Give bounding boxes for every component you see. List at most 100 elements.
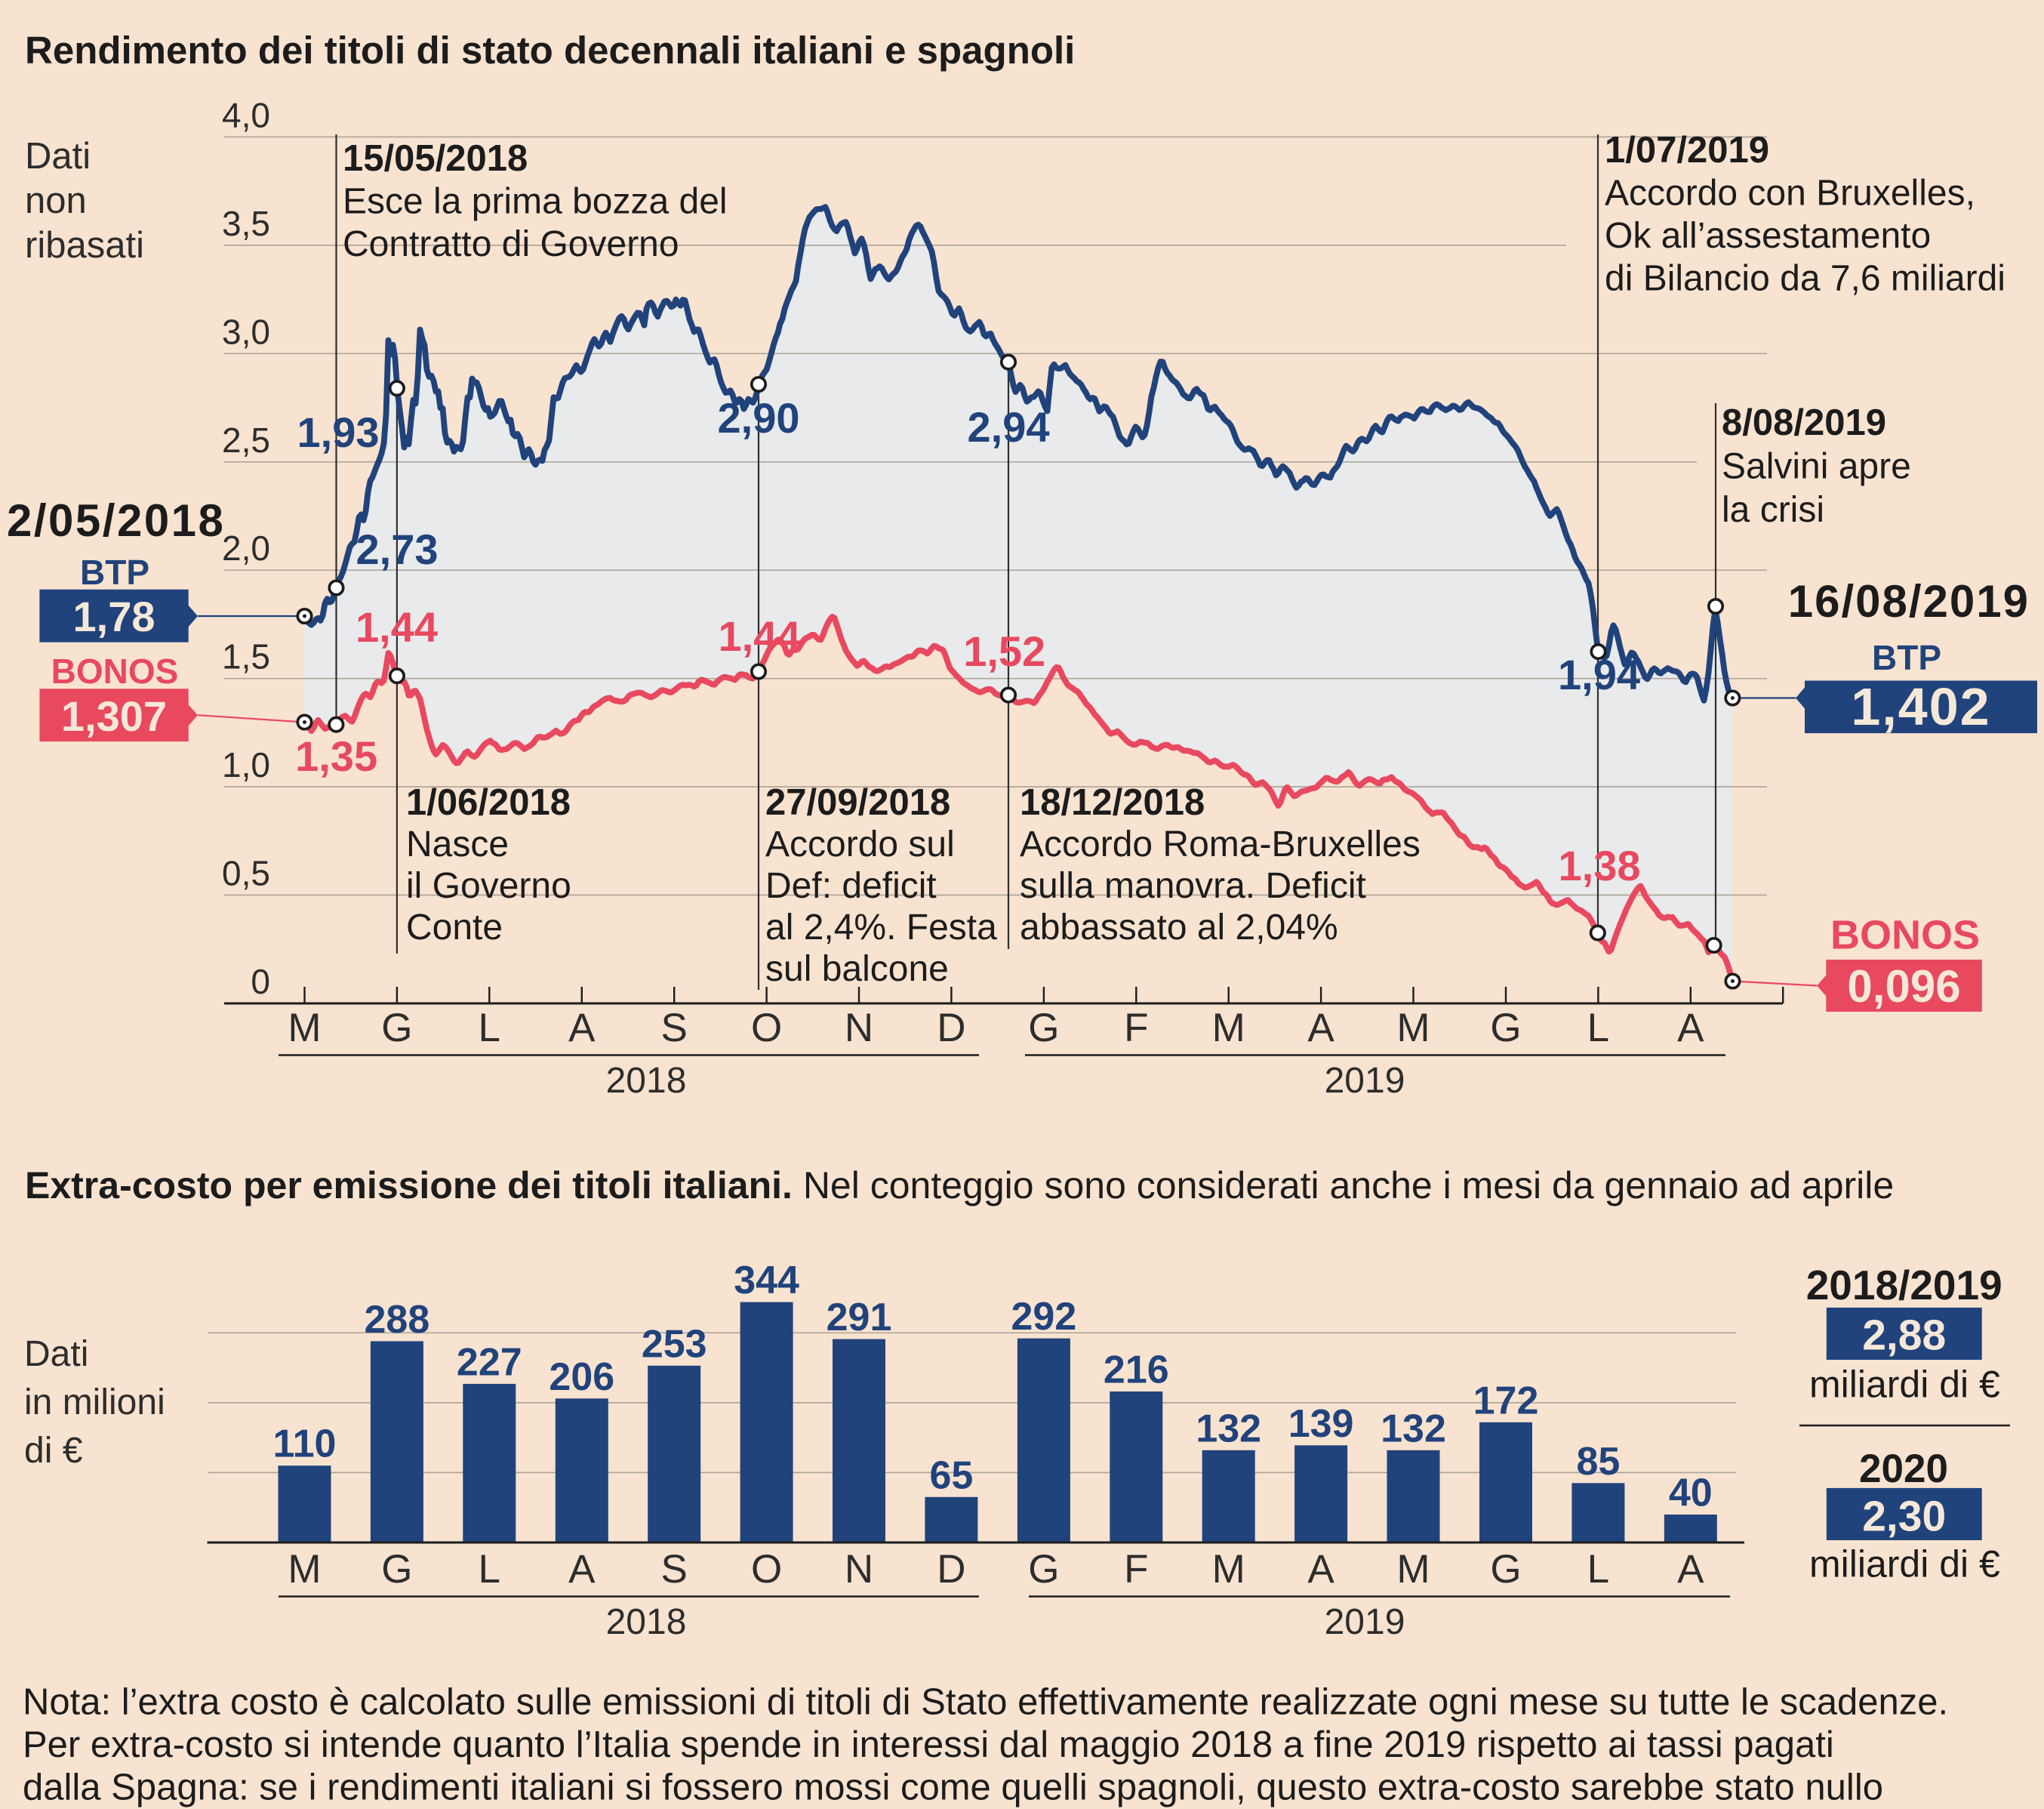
svg-text:288: 288 [365,1298,430,1342]
svg-text:1,93: 1,93 [297,408,380,456]
svg-text:O: O [751,1006,782,1050]
svg-text:1,52: 1,52 [963,627,1045,675]
svg-text:2,88: 2,88 [1862,1311,1946,1360]
svg-text:A: A [1677,1547,1704,1592]
svg-text:A: A [1307,1006,1334,1050]
svg-text:292: 292 [1011,1295,1077,1339]
svg-text:M: M [1396,1547,1430,1592]
svg-text:2018/2019: 2018/2019 [1806,1262,2002,1308]
svg-text:Conte: Conte [406,908,503,948]
svg-text:L: L [1587,1006,1609,1050]
svg-text:172: 172 [1473,1379,1539,1422]
svg-text:85: 85 [1576,1440,1620,1484]
svg-text:40: 40 [1669,1472,1713,1515]
svg-text:D: D [937,1547,965,1592]
svg-text:Nasce: Nasce [406,824,509,864]
svg-text:F: F [1124,1006,1148,1050]
svg-text:2,30: 2,30 [1862,1493,1946,1541]
svg-text:di €: di € [24,1431,83,1471]
svg-text:A: A [1307,1547,1334,1592]
svg-text:L: L [479,1006,500,1050]
svg-text:16/08/2019: 16/08/2019 [1788,576,2030,627]
svg-text:N: N [845,1006,873,1050]
svg-text:2,0: 2,0 [222,529,270,568]
svg-text:N: N [845,1547,873,1592]
svg-text:G: G [381,1006,412,1050]
svg-text:la crisi: la crisi [1722,490,1824,530]
svg-text:2,73: 2,73 [356,525,439,573]
svg-text:D: D [937,1006,965,1050]
svg-text:F: F [1124,1547,1148,1592]
svg-text:132: 132 [1196,1407,1261,1450]
svg-text:G: G [381,1547,412,1592]
svg-text:15/05/2018: 15/05/2018 [343,138,528,179]
svg-text:8/08/2019: 8/08/2019 [1722,402,1886,443]
svg-text:1,35: 1,35 [295,732,377,780]
svg-text:BTP: BTP [1872,638,1941,677]
svg-text:dalla Spagna: se i rendimenti: dalla Spagna: se i rendimenti italiani s… [23,1767,1883,1807]
svg-text:1,38: 1,38 [1559,842,1641,889]
svg-text:Contratto di Governo: Contratto di Governo [343,224,679,264]
svg-text:2,94: 2,94 [968,403,1050,451]
svg-text:0,096: 0,096 [1847,961,1960,1012]
svg-text:in milioni: in milioni [24,1382,165,1422]
svg-text:sulla manovra. Deficit: sulla manovra. Deficit [1020,866,1366,906]
svg-text:1,78: 1,78 [73,593,155,640]
svg-text:206: 206 [549,1355,614,1399]
svg-text:1,307: 1,307 [61,692,167,740]
svg-text:216: 216 [1104,1348,1169,1392]
svg-text:Nota: l’extra costo è calcolat: Nota: l’extra costo è calcolato sulle em… [23,1682,1948,1723]
svg-text:2020: 2020 [1859,1447,1948,1491]
svg-text:miliardi di €: miliardi di € [1809,1542,2000,1585]
svg-text:O: O [751,1547,782,1592]
svg-text:L: L [1587,1547,1609,1592]
svg-text:G: G [1490,1006,1521,1050]
svg-text:1,94: 1,94 [1558,651,1640,698]
svg-text:abbassato al 2,04%: abbassato al 2,04% [1020,908,1338,948]
svg-text:M: M [288,1006,321,1050]
svg-text:di Bilancio da 7,6 miliardi: di Bilancio da 7,6 miliardi [1605,259,2006,299]
svg-text:132: 132 [1381,1407,1446,1450]
svg-text:BONOS: BONOS [51,652,179,691]
svg-text:139: 139 [1288,1402,1354,1446]
svg-text:Ok all’assestamento: Ok all’assestamento [1605,216,1931,256]
svg-text:L: L [479,1547,500,1592]
svg-text:Extra-costo per emissione dei: Extra-costo per emissione dei titoli ita… [25,1164,1894,1207]
svg-text:non: non [25,180,87,221]
svg-text:110: 110 [273,1422,337,1466]
svg-text:2/05/2018: 2/05/2018 [7,495,225,546]
svg-text:1,402: 1,402 [1851,677,1990,736]
svg-text:G: G [1490,1547,1521,1592]
svg-text:sul balcone: sul balcone [765,949,949,989]
svg-text:2019: 2019 [1325,1602,1405,1642]
svg-text:Rendimento dei titoli di stato: Rendimento dei titoli di stato decennali… [25,29,1075,72]
svg-text:il Governo: il Governo [406,866,571,906]
svg-text:M: M [1212,1006,1245,1050]
svg-text:A: A [568,1547,596,1592]
svg-text:G: G [1028,1006,1059,1050]
svg-text:1,0: 1,0 [222,745,270,784]
svg-text:2019: 2019 [1325,1061,1405,1101]
svg-text:S: S [661,1547,688,1592]
svg-text:27/09/2018: 27/09/2018 [765,782,950,823]
svg-text:2018: 2018 [606,1061,687,1101]
svg-text:Esce la prima bozza del: Esce la prima bozza del [343,182,728,222]
svg-text:0,5: 0,5 [222,854,270,893]
svg-text:291: 291 [827,1296,892,1339]
svg-text:2,5: 2,5 [222,421,270,460]
svg-text:Accordo sul: Accordo sul [765,824,955,864]
svg-text:2018: 2018 [606,1602,687,1642]
svg-text:1,44: 1,44 [356,603,438,651]
svg-text:344: 344 [734,1259,799,1302]
svg-text:M: M [1212,1547,1245,1592]
svg-text:227: 227 [457,1340,522,1384]
svg-text:0: 0 [251,962,270,1001]
svg-text:4,0: 4,0 [222,95,270,134]
svg-text:M: M [1396,1006,1430,1050]
svg-text:1/07/2019: 1/07/2019 [1605,130,1769,171]
svg-text:2,90: 2,90 [718,394,800,442]
svg-text:1,44: 1,44 [719,612,801,660]
svg-text:M: M [288,1547,321,1592]
svg-text:BTP: BTP [80,553,149,592]
svg-text:Def: deficit: Def: deficit [765,866,937,906]
